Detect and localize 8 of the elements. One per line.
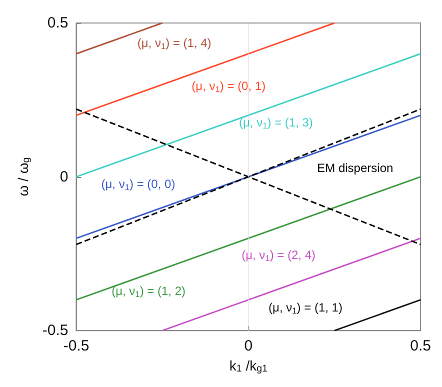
x-tick-label: 0.5 bbox=[410, 338, 432, 355]
y-tick-label: 0.5 bbox=[47, 14, 68, 32]
y-axis-title: ω / ωg bbox=[15, 157, 32, 196]
x-tick-label: 0 bbox=[244, 338, 253, 355]
y-tick-label: -0.5 bbox=[42, 322, 68, 340]
x-tick-label: -0.5 bbox=[63, 338, 90, 355]
text: EM dispersion bbox=[317, 160, 394, 175]
y-tick-label: 0 bbox=[60, 168, 68, 186]
